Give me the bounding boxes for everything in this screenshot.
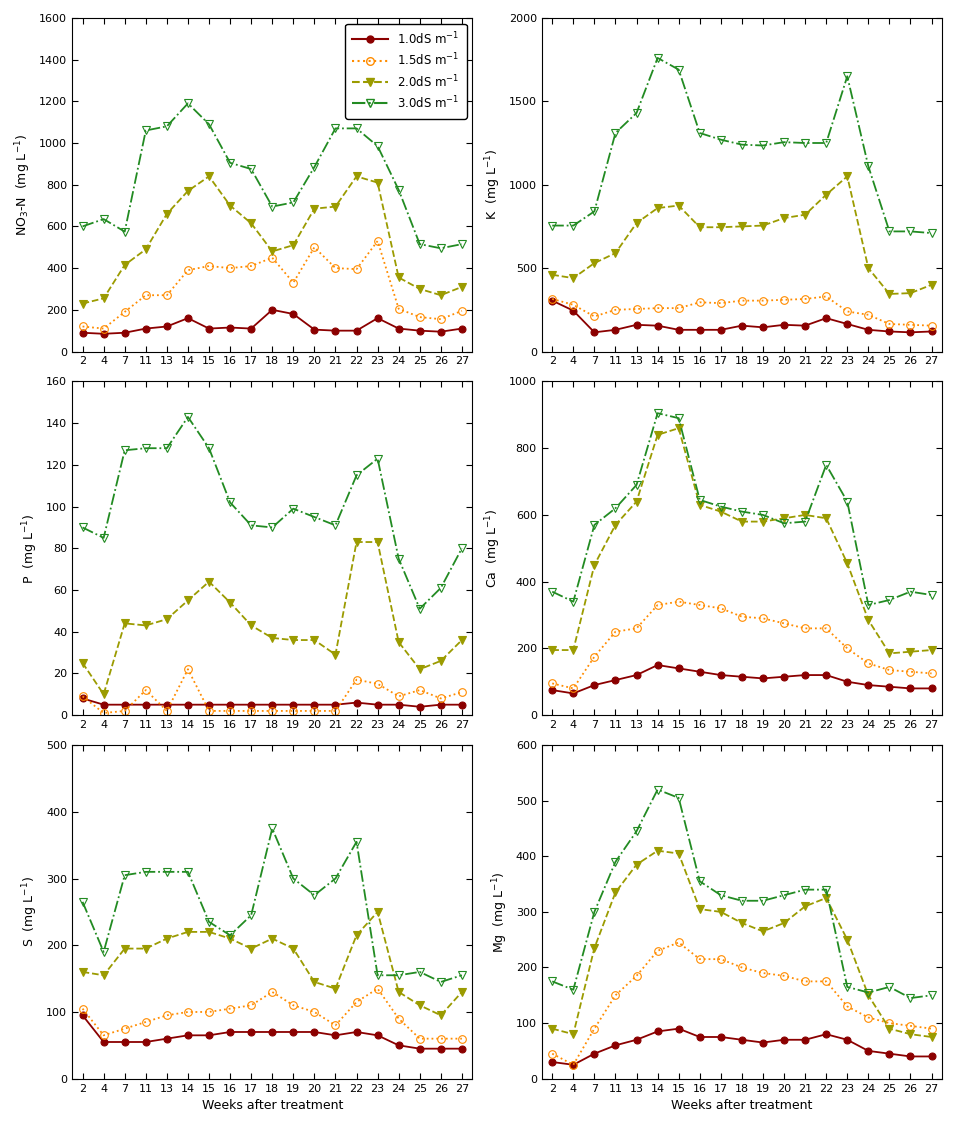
X-axis label: Weeks after treatment: Weeks after treatment [671, 1099, 813, 1112]
Legend: 1.0dS m$^{-1}$, 1.5dS m$^{-1}$, 2.0dS m$^{-1}$, 3.0dS m$^{-1}$: 1.0dS m$^{-1}$, 1.5dS m$^{-1}$, 2.0dS m$… [345, 24, 467, 118]
Y-axis label: P  (mg L$^{-1}$): P (mg L$^{-1}$) [21, 513, 40, 583]
Y-axis label: S  (mg L$^{-1}$): S (mg L$^{-1}$) [21, 876, 40, 947]
Y-axis label: K  (mg L$^{-1}$): K (mg L$^{-1}$) [484, 149, 503, 221]
X-axis label: Weeks after treatment: Weeks after treatment [202, 1099, 343, 1112]
Y-axis label: Ca  (mg L$^{-1}$): Ca (mg L$^{-1}$) [484, 509, 503, 588]
Y-axis label: NO$_3$-N  (mg L$^{-1}$): NO$_3$-N (mg L$^{-1}$) [14, 134, 33, 235]
Y-axis label: Mg  (mg L$^{-1}$): Mg (mg L$^{-1}$) [490, 872, 511, 953]
